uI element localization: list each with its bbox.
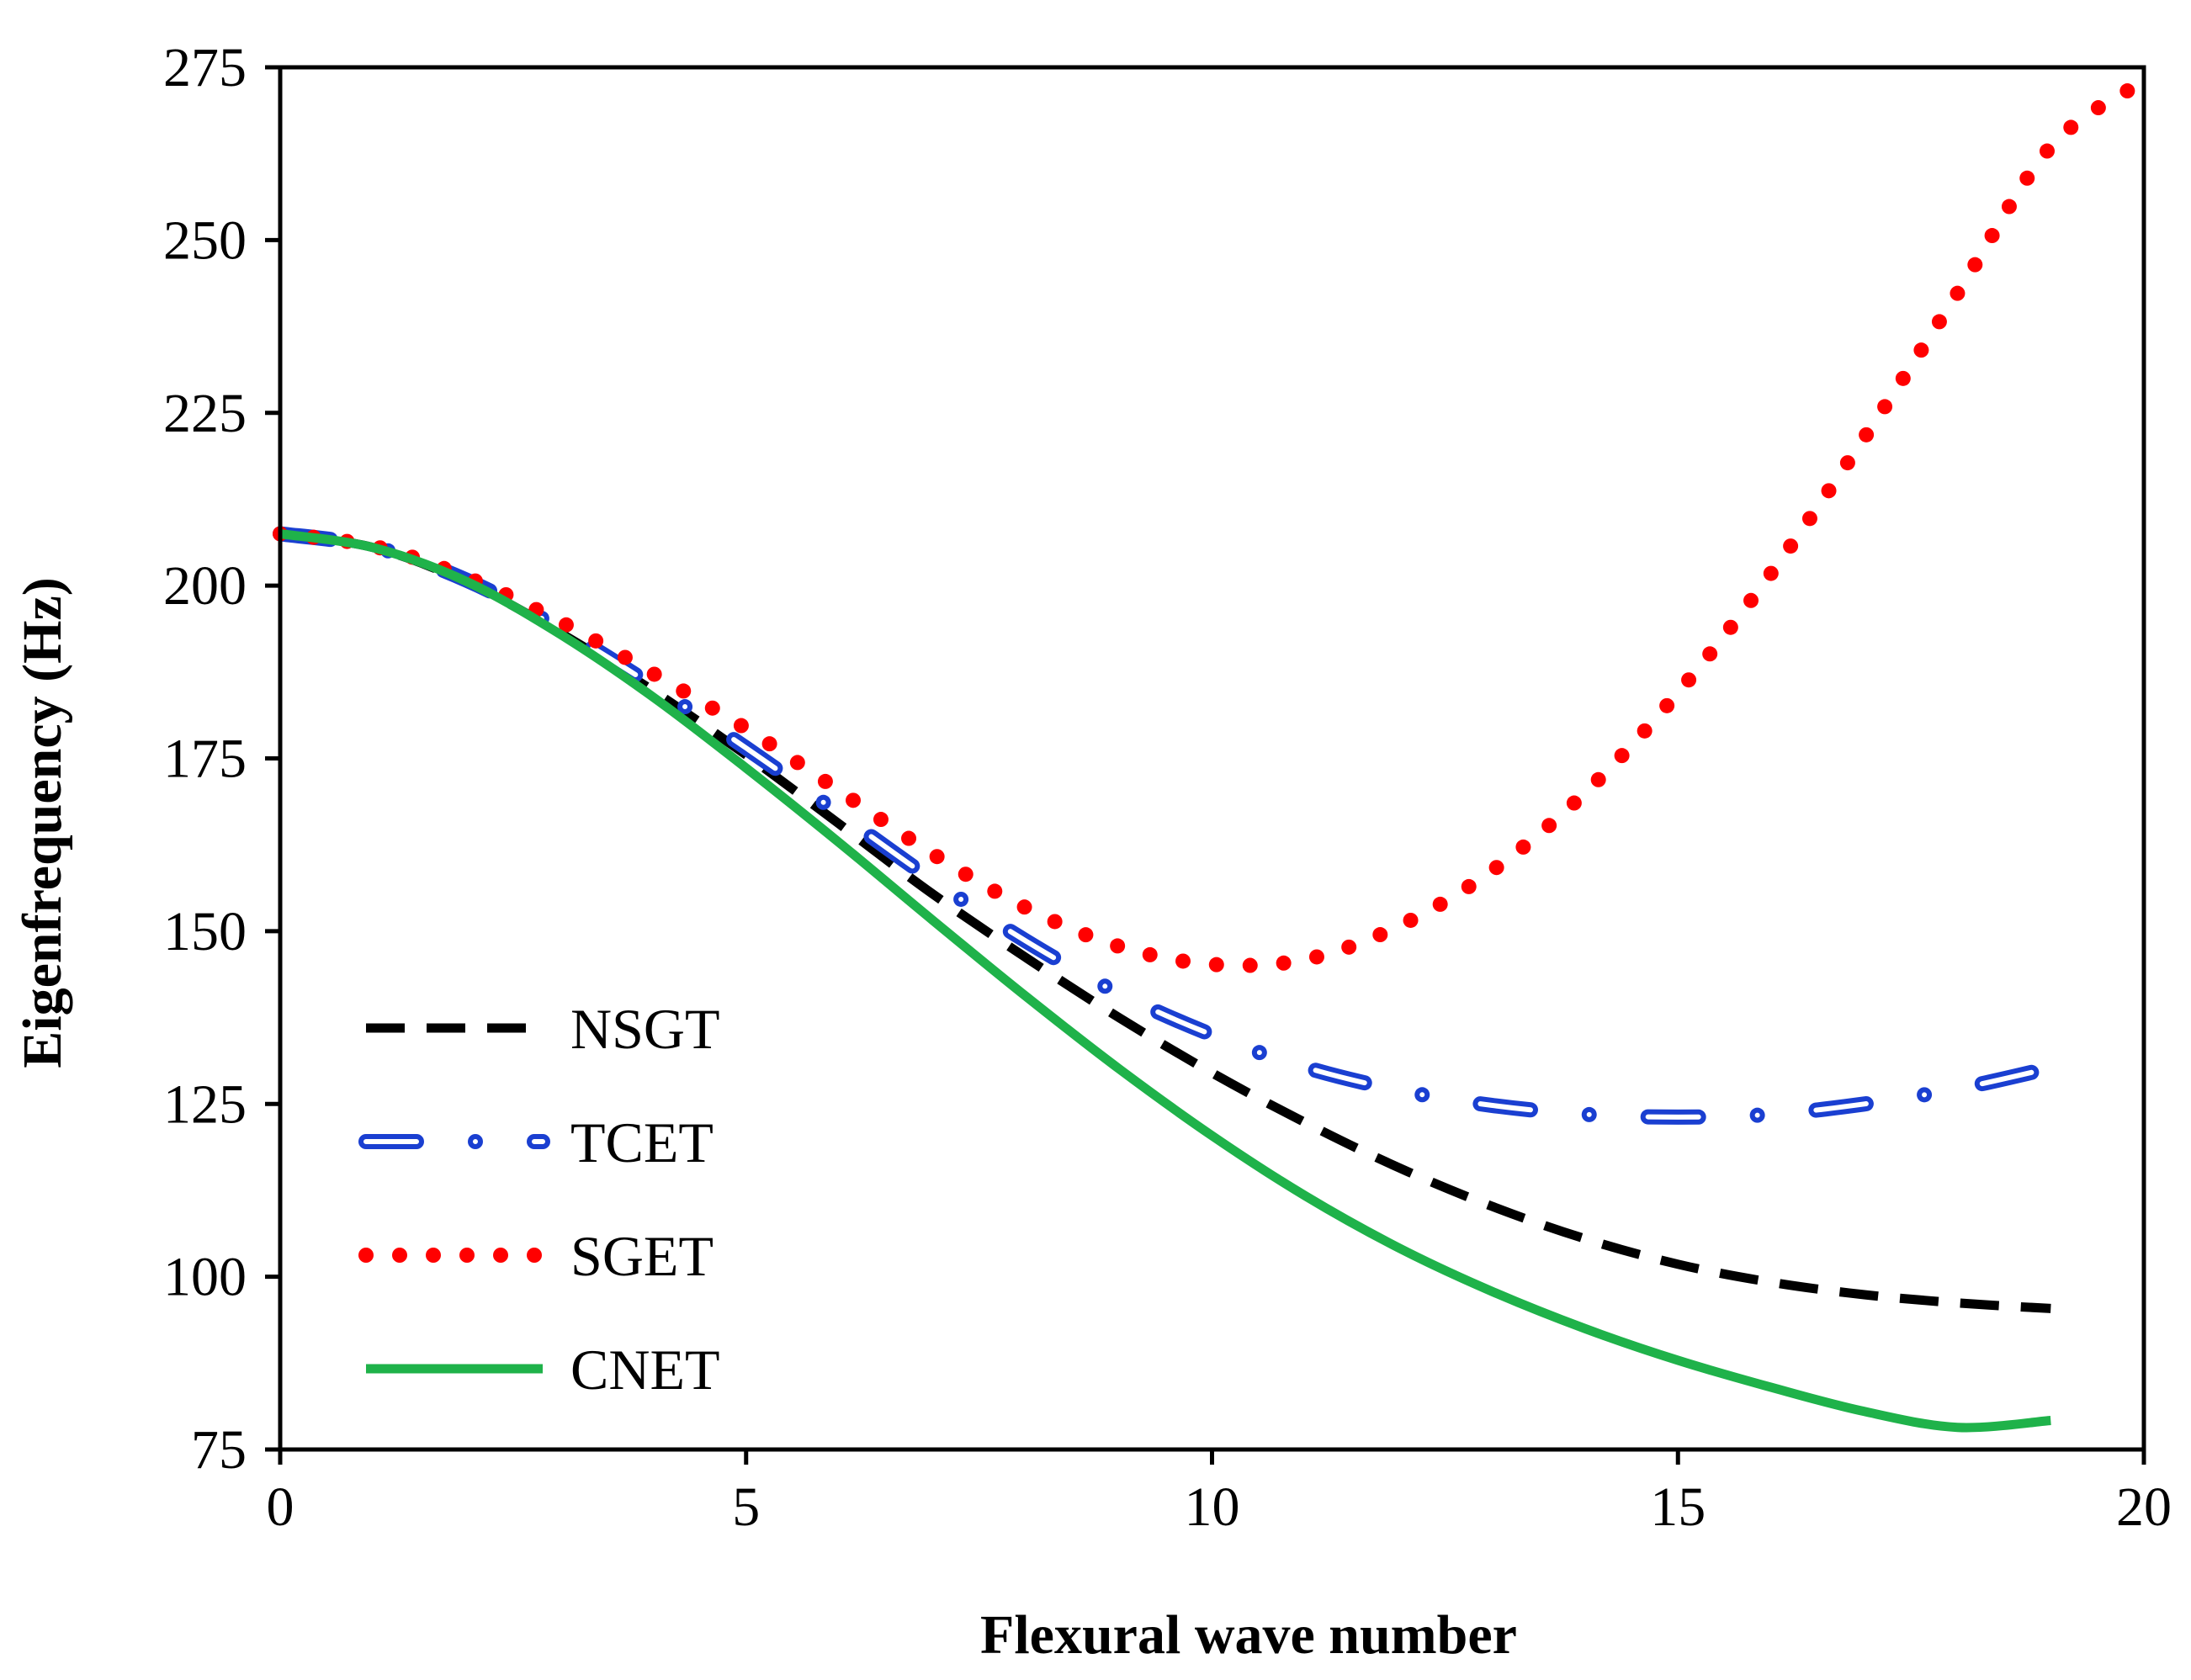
y-tick-label: 275 — [163, 37, 247, 98]
axes-layer: 0 5 10 15 20 75 100 125 150 175 200 225 250 275 — [163, 37, 2172, 1538]
series-line-tcet — [273, 526, 2059, 1125]
legend-label-tcet: TCET — [570, 1110, 714, 1174]
legend-label-sget: SGET — [570, 1224, 714, 1288]
y-tick-label: 125 — [163, 1073, 247, 1135]
series-line-cnet — [279, 529, 2051, 1433]
y-tick-label: 75 — [191, 1419, 247, 1481]
x-tick-label: 0 — [267, 1476, 294, 1538]
legend: NSGT TCET SGET CNET — [358, 997, 720, 1402]
y-tick-label: 250 — [163, 209, 247, 271]
x-tick-label: 15 — [1650, 1476, 1706, 1538]
x-axis-title: Flexural wave number — [980, 1604, 1517, 1666]
y-tick-label: 175 — [163, 729, 247, 790]
legend-label-nsgt: NSGT — [570, 997, 720, 1061]
series-line-sget — [273, 73, 2151, 973]
y-tick-label: 150 — [163, 901, 247, 962]
y-tick-label: 200 — [163, 555, 247, 617]
x-tick-label: 20 — [2116, 1476, 2172, 1538]
x-tick-label: 10 — [1185, 1476, 1240, 1538]
legend-label-cnet: CNET — [570, 1338, 720, 1402]
y-axis-title: Eigenfrequency (Hz) — [12, 577, 73, 1068]
y-tick-label: 100 — [163, 1247, 247, 1308]
y-tick-label: 225 — [163, 383, 247, 444]
x-tick-label: 5 — [732, 1476, 760, 1538]
series-layer — [273, 73, 2151, 1433]
